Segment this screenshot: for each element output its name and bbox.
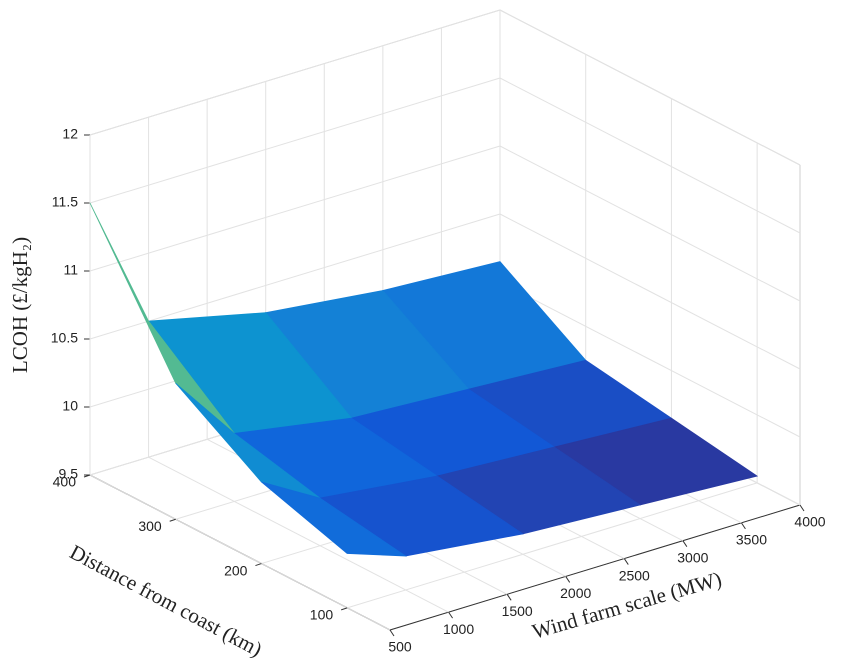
tick-mark [448,611,453,619]
x-tick-label: 3000 [677,549,708,565]
y-tick-label: 200 [224,562,248,578]
tick-mark [83,474,91,478]
y-axis-label: Distance from coast (km) [66,540,266,662]
grid-line [499,9,801,166]
tick-mark [623,558,629,565]
y-tick-label: 400 [53,474,77,490]
z-tick-label: 9.5 [59,466,79,482]
tick-mark [682,540,688,547]
z-tick-label: 11.5 [52,194,78,210]
x-tick-label: 2000 [560,585,591,601]
tick-mark [389,629,395,637]
z-tick-label: 10.5 [51,330,78,346]
tick-mark [169,518,176,522]
tick-mark [506,594,512,601]
z-tick-label: 12 [62,126,78,142]
grid-line [89,9,501,136]
tick-mark [565,576,571,583]
x-tick-label: 3500 [736,532,767,548]
grid-line [346,482,758,609]
grid-line [89,145,501,272]
tick-mark [741,522,746,530]
tick-mark [799,504,805,512]
grid-line [499,145,801,302]
surface [89,202,759,557]
x-tick-label: 1500 [502,603,533,619]
y-tick-label: 300 [138,518,162,534]
tick-mark [340,607,348,611]
grid-line [499,281,801,438]
x-tick-label: 1000 [443,621,474,637]
x-tick-label: 500 [388,639,412,655]
z-axis-label: LCOH (£/kgH₂) [8,237,32,373]
x-axis-line [389,504,801,631]
grid-line [148,456,449,613]
grid-line [89,474,391,631]
z-tick-label: 11 [63,262,78,278]
grid-line [89,213,501,340]
grid-line [499,77,801,234]
grid-line [89,77,501,204]
grid-line [499,213,801,370]
x-tick-label: 2500 [619,567,650,583]
tick-mark [255,563,262,567]
y-tick-label: 100 [310,607,334,623]
x-tick-label: 4000 [794,514,825,530]
z-tick-label: 10 [62,398,78,414]
surface-patch [261,481,408,557]
